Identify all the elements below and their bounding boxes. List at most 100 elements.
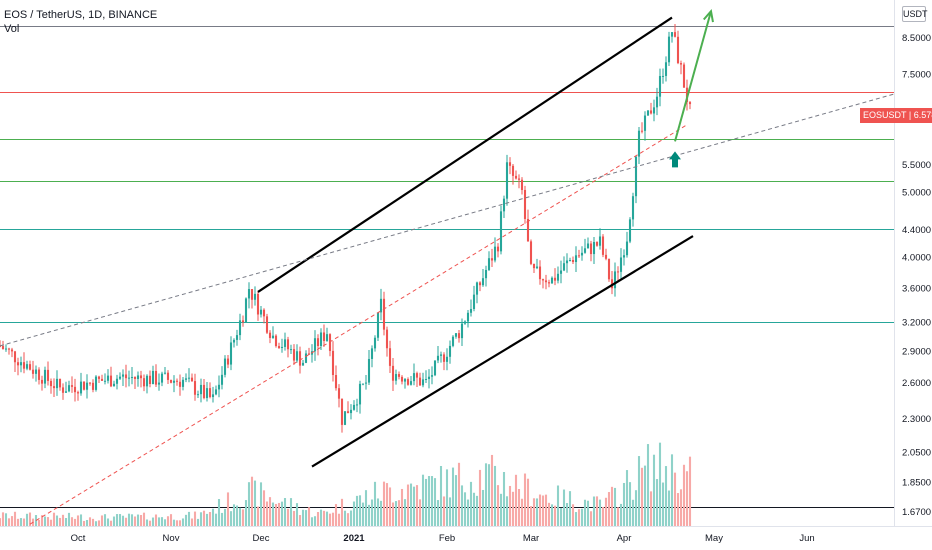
candle-body-33 xyxy=(97,376,101,379)
candle-body-202 xyxy=(604,254,608,259)
candle-body-90 xyxy=(268,332,272,338)
support-arrow-icon xyxy=(669,151,681,168)
volume-bar-129 xyxy=(385,483,389,526)
candle-body-223 xyxy=(667,36,671,63)
volume-bar-0 xyxy=(0,518,2,526)
candle-body-225 xyxy=(673,32,677,37)
candle-body-203 xyxy=(607,258,611,280)
x-tick-label-1: Nov xyxy=(163,533,180,544)
candle-body-226 xyxy=(676,36,680,64)
candle-body-171 xyxy=(511,165,515,176)
candle-body-214 xyxy=(640,130,644,132)
candle-body-191 xyxy=(571,260,575,263)
volume-bar-163 xyxy=(487,464,491,526)
volume-bar-125 xyxy=(373,481,377,526)
volume-bar-84 xyxy=(250,476,254,526)
volume-bar-228 xyxy=(682,464,686,526)
volume-bar-180 xyxy=(538,494,542,526)
volume-bar-78 xyxy=(232,504,236,526)
candle-body-208 xyxy=(622,255,626,258)
volume-bar-171 xyxy=(511,491,515,526)
candle-body-218 xyxy=(652,107,656,114)
candle-body-68 xyxy=(202,384,206,399)
candle-body-23 xyxy=(67,385,71,392)
volume-bar-5 xyxy=(13,511,17,526)
candle-body-148 xyxy=(442,354,446,362)
candle-body-170 xyxy=(508,162,512,166)
candle-body-18 xyxy=(52,386,56,389)
candle-body-19 xyxy=(55,378,59,389)
candle-body-165 xyxy=(493,246,497,261)
volume-bar-51 xyxy=(151,517,155,526)
candle-body-176 xyxy=(526,218,530,242)
candle-body-141 xyxy=(421,379,425,386)
volume-bar-107 xyxy=(319,509,323,526)
candle-body-5 xyxy=(13,351,17,363)
candle-body-34 xyxy=(100,378,104,381)
volume-bar-176 xyxy=(526,478,530,526)
volume-bar-6 xyxy=(16,518,20,526)
candle-body-166 xyxy=(496,246,500,252)
candle-body-103 xyxy=(307,353,311,355)
volume-bars xyxy=(0,442,692,526)
candle-body-215 xyxy=(643,115,647,131)
trendline-1 xyxy=(311,235,694,468)
candle-body-83 xyxy=(247,289,251,299)
candle-body-40 xyxy=(118,376,122,379)
projection-arrow-line xyxy=(674,10,712,142)
x-tick-label-7: May xyxy=(705,533,723,544)
candle-body-71 xyxy=(211,394,215,398)
volume-bar-210 xyxy=(628,482,632,526)
candle-body-16 xyxy=(46,369,50,381)
volume-bar-56 xyxy=(166,516,170,526)
volume-bar-18 xyxy=(52,512,56,526)
volume-bar-116 xyxy=(346,513,350,526)
candle-body-185 xyxy=(553,277,557,281)
y-tick-label-10: 5.0000 xyxy=(902,188,931,199)
volume-bar-196 xyxy=(586,500,590,526)
candle-body-95 xyxy=(283,339,287,347)
candle-body-161 xyxy=(481,278,485,286)
candle-body-107 xyxy=(319,332,323,347)
currency-badge[interactable]: USDT xyxy=(902,6,928,22)
candle-body-181 xyxy=(541,279,545,281)
candle-body-147 xyxy=(439,354,443,356)
volume-bar-33 xyxy=(97,520,101,526)
candle-body-179 xyxy=(535,266,539,269)
candle-body-151 xyxy=(451,336,455,346)
candle-body-207 xyxy=(619,257,623,272)
volume-bar-120 xyxy=(358,495,362,526)
volume-bar-49 xyxy=(145,519,149,526)
volume-bar-152 xyxy=(454,475,458,526)
candle-body-201 xyxy=(601,236,605,255)
candle-body-227 xyxy=(679,63,683,65)
candle-body-177 xyxy=(529,241,533,264)
candle-body-196 xyxy=(586,243,590,249)
y-tick-label-7: 3.6000 xyxy=(902,283,931,294)
candle-body-59 xyxy=(175,380,179,382)
volume-bar-211 xyxy=(631,499,635,526)
volume-bar-87 xyxy=(259,482,263,526)
candle-body-98 xyxy=(292,349,296,361)
candle-body-210 xyxy=(628,219,632,242)
candle-body-14 xyxy=(40,379,44,384)
volume-bar-79 xyxy=(235,505,239,526)
y-tick-label-8: 4.0000 xyxy=(902,253,931,264)
candle-body-42 xyxy=(124,374,128,379)
volume-bar-117 xyxy=(349,510,353,526)
trendline-3 xyxy=(0,93,895,347)
volume-bar-109 xyxy=(325,511,329,526)
candle-body-194 xyxy=(580,252,584,256)
volume-bar-118 xyxy=(352,501,356,526)
volume-bar-133 xyxy=(397,500,401,526)
volume-bar-37 xyxy=(109,520,113,526)
volume-bar-2 xyxy=(4,513,8,526)
candle-body-2 xyxy=(4,348,8,350)
projection-arrow-head xyxy=(702,9,714,23)
y-tick-label-9: 4.4000 xyxy=(902,225,931,236)
candle-body-46 xyxy=(136,375,140,379)
candle-body-36 xyxy=(106,375,110,381)
candle-body-131 xyxy=(391,365,395,381)
candle-body-135 xyxy=(403,379,407,382)
